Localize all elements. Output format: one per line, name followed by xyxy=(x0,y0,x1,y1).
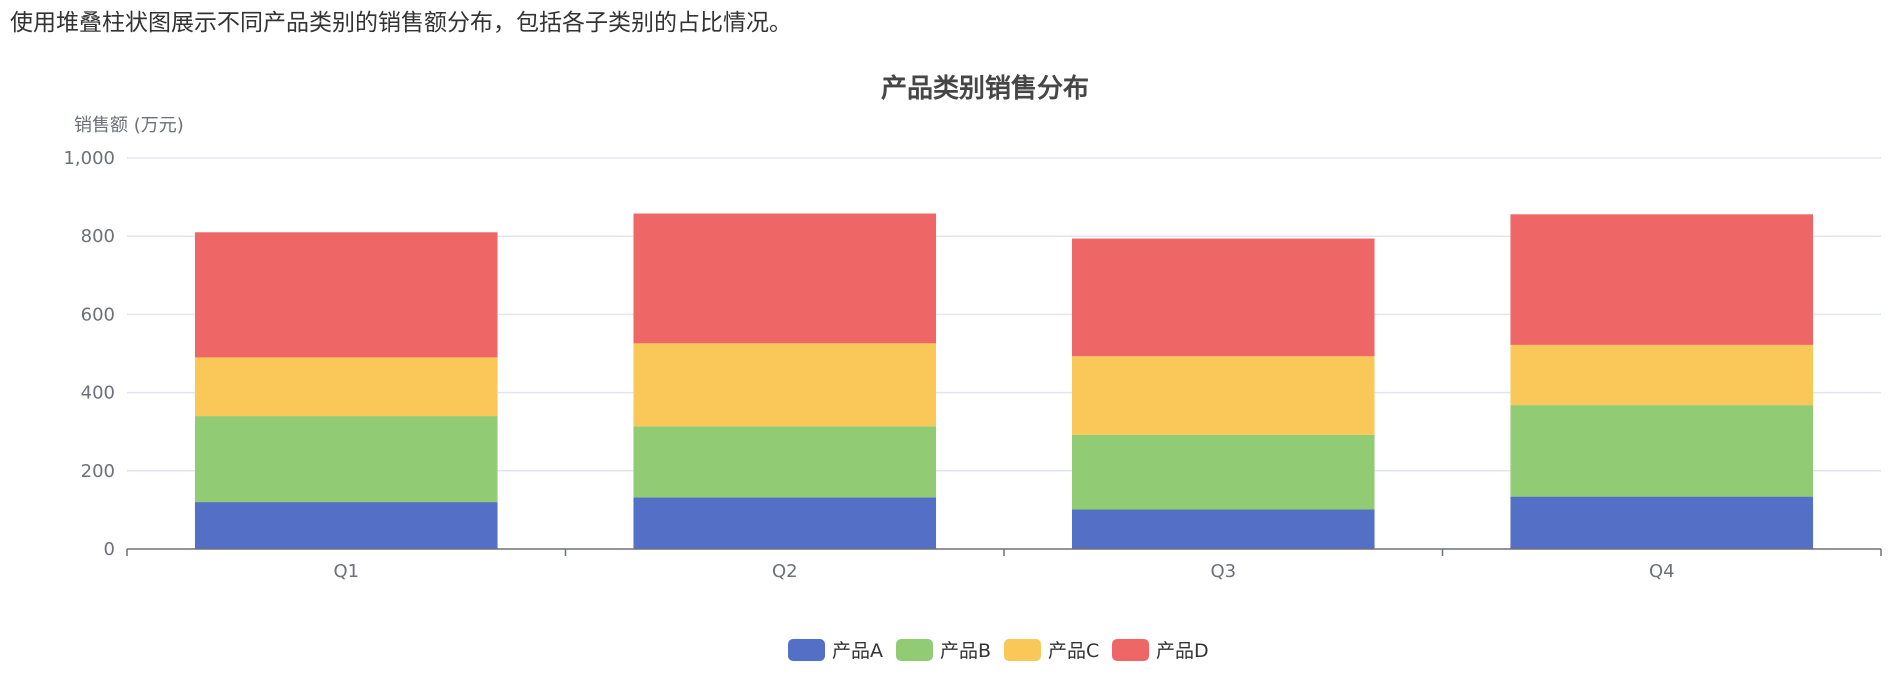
bar-segment[interactable] xyxy=(633,497,937,549)
legend-label: 产品B xyxy=(940,640,991,662)
bar-segment[interactable] xyxy=(633,343,937,427)
bar-segment[interactable] xyxy=(194,232,498,358)
legend[interactable]: 产品A 产品B 产品C 产品D xyxy=(788,639,1209,662)
x-tick-label: Q4 xyxy=(1649,561,1675,582)
x-axis: 0 200 400 600 800 1,000 Q1 Q2 Q3 Q4 xyxy=(63,148,1882,582)
y-axis-label: 销售额 (万元) xyxy=(74,115,184,136)
legend-label: 产品A xyxy=(832,640,883,662)
bar-segment[interactable] xyxy=(1071,356,1375,435)
y-tick-label: 0 xyxy=(104,539,115,560)
bar-segment[interactable] xyxy=(633,426,937,498)
bar-segment[interactable] xyxy=(194,416,498,503)
legend-swatch xyxy=(1004,639,1041,661)
bars xyxy=(194,213,1814,549)
bar-segment[interactable] xyxy=(1071,509,1375,549)
legend-item[interactable]: 产品D xyxy=(1112,639,1209,662)
bar-segment[interactable] xyxy=(1071,238,1375,357)
chart-description: 使用堆叠柱状图展示不同产品类别的销售额分布，包括各子类别的占比情况。 xyxy=(10,10,792,36)
y-tick-label: 200 xyxy=(81,461,115,482)
y-tick-label: 800 xyxy=(81,226,115,247)
y-tick-label: 1,000 xyxy=(63,148,115,169)
legend-label: 产品C xyxy=(1048,640,1099,662)
x-tick-label: Q2 xyxy=(772,561,798,582)
bar-segment[interactable] xyxy=(633,213,937,344)
legend-swatch xyxy=(896,639,933,661)
bar-segment[interactable] xyxy=(194,502,498,549)
bar-segment[interactable] xyxy=(1510,496,1814,549)
bar-segment[interactable] xyxy=(1510,214,1814,345)
bar-segment[interactable] xyxy=(1510,405,1814,497)
legend-label: 产品D xyxy=(1156,640,1209,662)
legend-swatch xyxy=(788,639,825,661)
legend-swatch xyxy=(1112,639,1149,661)
legend-item[interactable]: 产品B xyxy=(896,639,991,662)
legend-item[interactable]: 产品A xyxy=(788,639,883,662)
bar-segment[interactable] xyxy=(1071,434,1375,510)
bar-segment[interactable] xyxy=(1510,344,1814,406)
legend-item[interactable]: 产品C xyxy=(1004,639,1099,662)
y-tick-label: 600 xyxy=(81,304,115,325)
chart-title: 产品类别销售分布 xyxy=(881,73,1089,104)
bar-segment[interactable] xyxy=(194,357,498,417)
x-tick-label: Q1 xyxy=(333,561,359,582)
y-tick-label: 400 xyxy=(81,383,115,404)
x-tick-label: Q3 xyxy=(1210,561,1236,582)
